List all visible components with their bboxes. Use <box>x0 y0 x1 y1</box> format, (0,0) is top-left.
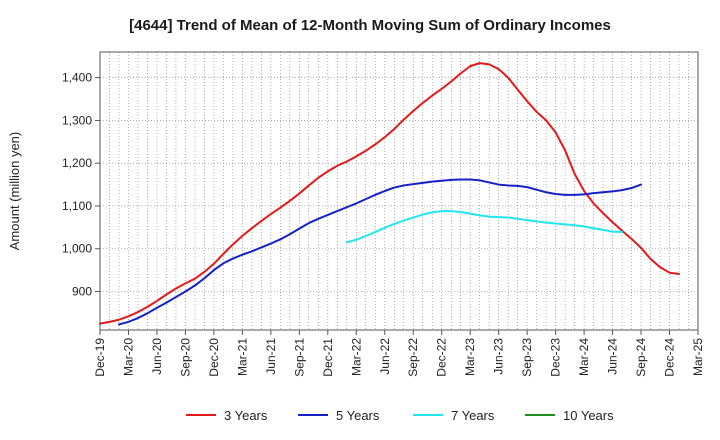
x-tick-label: Sep-21 <box>292 338 306 377</box>
y-tick-label: 1,400 <box>62 71 92 85</box>
x-tick-label: Jun-24 <box>606 338 620 375</box>
x-tick-labels: Dec-19 Mar-20 Jun-20 Sep-20 Dec-20 Mar-21 Jun-… <box>93 330 705 377</box>
x-tick-label: Jun-20 <box>150 338 164 375</box>
legend-label-5-years: 5 Years <box>336 408 380 423</box>
y-tick-label: 1,300 <box>62 113 92 127</box>
series-line-5-years <box>117 178 643 326</box>
x-tick-label: Sep-22 <box>406 338 420 377</box>
x-tick-label: Mar-20 <box>121 338 135 376</box>
y-tick-labels: 900 1,000 1,100 1,200 1,300 1,400 <box>62 71 100 299</box>
x-tick-label: Dec-19 <box>93 338 107 377</box>
x-tick-label: Mar-21 <box>235 338 249 376</box>
plot-area <box>100 52 698 330</box>
x-tick-label: Dec-20 <box>207 338 221 377</box>
x-tick-label: Sep-23 <box>520 338 534 377</box>
y-axis-label: Amount (million yen) <box>7 132 22 251</box>
x-tick-label: Dec-21 <box>321 338 335 377</box>
grid <box>100 52 698 330</box>
chart-title: [4644] Trend of Mean of 12-Month Moving … <box>129 17 611 34</box>
series-line-7-years <box>345 210 624 244</box>
x-tick-label: Jun-22 <box>378 338 392 375</box>
series-line-3-years <box>99 62 681 325</box>
y-tick-label: 1,100 <box>62 199 92 213</box>
x-tick-label: Dec-23 <box>549 338 563 377</box>
legend-label-3-years: 3 Years <box>224 408 268 423</box>
x-tick-label: Mar-22 <box>349 338 363 376</box>
legend-label-10-years: 10 Years <box>563 408 614 423</box>
x-tick-label: Mar-25 <box>691 338 705 376</box>
x-tick-label: Jun-21 <box>264 338 278 375</box>
y-tick-label: 1,200 <box>62 156 92 170</box>
plot-frame <box>99 51 699 331</box>
x-tick-label: Mar-23 <box>463 338 477 376</box>
legend: 3 Years 5 Years 7 Years 10 Years <box>186 408 614 423</box>
x-tick-label: Sep-24 <box>634 338 648 377</box>
x-tick-label: Sep-20 <box>178 338 192 377</box>
series-lines <box>99 62 681 326</box>
x-tick-label: Mar-24 <box>577 338 591 376</box>
x-tick-label: Dec-24 <box>663 338 677 377</box>
y-tick-label: 900 <box>72 285 92 299</box>
x-tick-label: Dec-22 <box>435 338 449 377</box>
y-tick-label: 1,000 <box>62 242 92 256</box>
x-tick-label: Jun-23 <box>492 338 506 375</box>
legend-label-7-years: 7 Years <box>451 408 495 423</box>
